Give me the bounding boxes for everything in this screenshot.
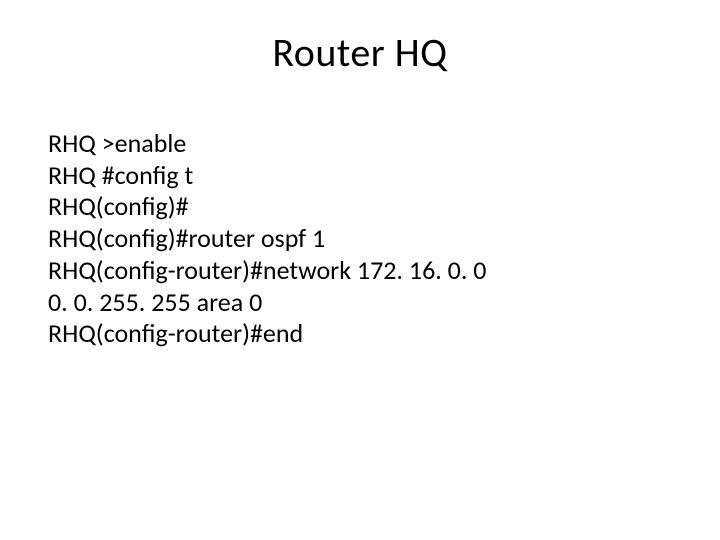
slide-body: RHQ >enable RHQ #config t RHQ(config)# R… — [48, 128, 672, 350]
slide: Router HQ RHQ >enable RHQ #config t RHQ(… — [0, 0, 720, 540]
cli-line: 0. 0. 255. 255 area 0 — [48, 287, 672, 319]
cli-line: RHQ(config)# — [48, 191, 672, 223]
cli-line: RHQ(config-router)#network 172. 16. 0. 0 — [48, 255, 672, 287]
slide-title: Router HQ — [0, 28, 720, 77]
cli-line: RHQ(config)#router ospf 1 — [48, 223, 672, 255]
cli-line: RHQ(config-router)#end — [48, 318, 672, 350]
cli-line: RHQ >enable — [48, 128, 672, 160]
cli-line: RHQ #config t — [48, 160, 672, 192]
